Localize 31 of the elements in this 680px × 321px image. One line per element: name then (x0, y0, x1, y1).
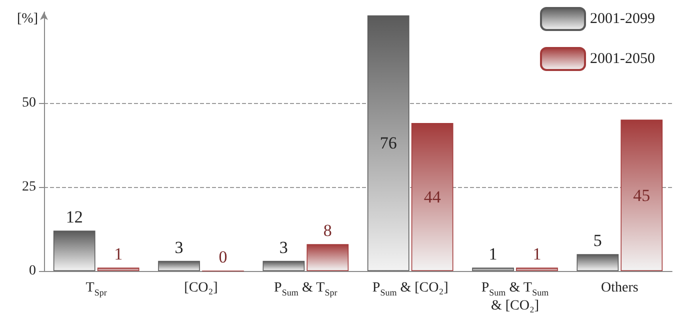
y-tick-label: 25 (22, 179, 36, 194)
bar (53, 230, 96, 271)
data-label: 0 (218, 248, 228, 267)
bar (306, 244, 349, 271)
bar (262, 260, 305, 271)
bar (367, 15, 410, 271)
data-label: 1 (532, 244, 542, 264)
data-label: 76 (380, 134, 397, 153)
bar (97, 268, 140, 271)
data-label: 3 (279, 238, 288, 257)
bar (158, 260, 200, 271)
bar (411, 123, 454, 271)
y-tick-label: 0 (29, 264, 36, 278)
data-label: 5 (593, 231, 602, 250)
data-label: 8 (323, 221, 332, 240)
data-label: 1 (114, 244, 123, 264)
data-label: 3 (174, 238, 184, 257)
y-axis-title: [%] (17, 12, 38, 26)
bar (472, 268, 514, 271)
x-tick-label: [CO₂] (184, 280, 218, 296)
data-label: 44 (424, 188, 442, 206)
legend-label: 2001-2099 (590, 11, 656, 27)
bar (620, 120, 663, 271)
data-label: 12 (66, 208, 83, 227)
bar (576, 254, 619, 271)
data-label: 1 (488, 244, 498, 264)
bar (516, 268, 558, 271)
data-label: 45 (633, 186, 650, 205)
x-tick-label: Others (601, 280, 638, 296)
legend-label: 2001-2050 (590, 51, 656, 67)
y-tick-label: 50 (22, 95, 36, 110)
